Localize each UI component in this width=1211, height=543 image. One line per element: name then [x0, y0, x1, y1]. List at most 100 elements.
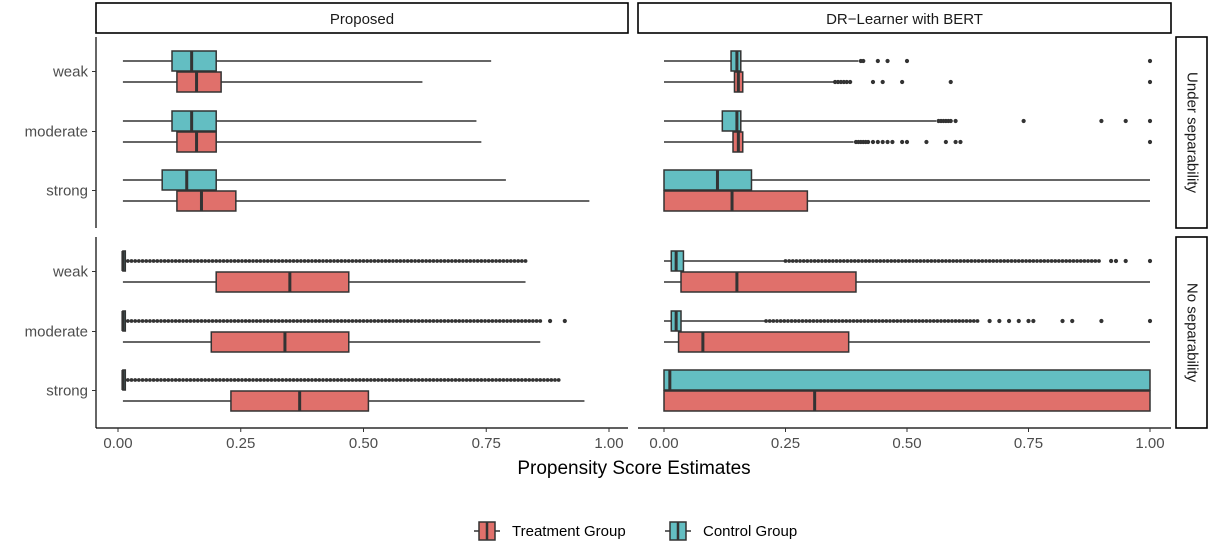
outlier-point [969, 259, 974, 263]
outlier-point [490, 378, 495, 382]
outlier-point [998, 259, 1003, 263]
outlier-point [368, 378, 373, 382]
outlier-point [987, 318, 992, 324]
outlier-point [291, 319, 296, 323]
outlier-point [236, 378, 241, 382]
outlier-point [199, 259, 204, 263]
outlier-point [863, 259, 868, 263]
outlier-point [486, 319, 491, 323]
outlier-point [1147, 139, 1153, 145]
outlier-point [953, 319, 958, 323]
outlier-point [538, 378, 543, 382]
outlier-point [155, 378, 160, 382]
outlier-point [479, 319, 484, 323]
outlier-point [486, 259, 491, 263]
outlier-point [1006, 318, 1012, 324]
facet-strips: Proposed DR−Learner with BERT Under separa… [95, 2, 1208, 429]
outlier-point [530, 378, 535, 382]
outlier-point [490, 319, 495, 323]
outlier-point [483, 378, 487, 382]
outlier-point [376, 378, 381, 382]
y-tick-label: strong [46, 383, 88, 400]
outlier-point [129, 259, 134, 263]
outlier-point [494, 319, 498, 323]
outlier-point [221, 259, 226, 263]
outlier-point [845, 259, 850, 263]
outlier-point [258, 378, 263, 382]
row-strip-box [1175, 236, 1208, 429]
outlier-point [940, 259, 945, 263]
outlier-point [140, 259, 145, 263]
outlier-point [431, 259, 436, 263]
treatment-box [122, 131, 482, 153]
outlier-point [416, 259, 421, 263]
outlier-point [924, 139, 929, 145]
outlier-point [173, 319, 178, 323]
outlier-point [383, 319, 388, 323]
outlier-point [516, 378, 521, 382]
x-tick-label: 0.00 [103, 435, 132, 452]
outlier-point [446, 378, 451, 382]
iqr-box [680, 271, 857, 293]
outlier-point [206, 319, 211, 323]
outlier-point [877, 319, 881, 323]
outlier-point [1042, 259, 1047, 263]
outlier-point [313, 319, 318, 323]
outlier-point [516, 319, 521, 323]
outlier-point [232, 319, 237, 323]
outlier-point [346, 259, 351, 263]
legend: Treatment Group Control Group [474, 521, 797, 541]
outlier-point [946, 319, 951, 323]
outlier-point [809, 259, 813, 263]
outlier-point [801, 259, 806, 263]
outlier-point [302, 319, 307, 323]
panel [663, 250, 1153, 412]
outlier-point [501, 378, 506, 382]
outlier-point [804, 319, 809, 323]
outlier-point [298, 259, 303, 263]
outlier-point [951, 259, 956, 263]
outlier-point [225, 378, 230, 382]
outlier-point [350, 378, 355, 382]
panel [121, 250, 585, 412]
outlier-point [431, 319, 436, 323]
iqr-box [161, 169, 217, 191]
outlier-point [435, 319, 440, 323]
outlier-point [416, 378, 421, 382]
control-box [664, 250, 1153, 272]
outlier-point [302, 378, 307, 382]
outlier-point [1005, 259, 1010, 263]
x-tick-label: 0.50 [349, 435, 378, 452]
outlier-point [880, 79, 885, 85]
outlier-point [310, 378, 314, 382]
outlier-point [939, 319, 943, 323]
legend-label: Control Group [703, 523, 797, 540]
control-box [121, 369, 561, 391]
outlier-point [133, 378, 138, 382]
outlier-point [1109, 258, 1114, 264]
iqr-box [176, 190, 237, 212]
outlier-point [170, 259, 174, 263]
outlier-point [464, 319, 469, 323]
outlier-point [512, 319, 517, 323]
outlier-point [935, 319, 940, 323]
outlier-point [829, 319, 834, 323]
outlier-point [501, 319, 506, 323]
outlier-point [902, 319, 907, 323]
outlier-point [361, 319, 366, 323]
outlier-point [251, 378, 255, 382]
outlier-point [907, 259, 912, 263]
outlier-point [427, 319, 432, 323]
outlier-point [449, 378, 454, 382]
outlier-point [900, 259, 905, 263]
outlier-point [991, 259, 996, 263]
outlier-point [855, 319, 860, 323]
outlier-point [343, 319, 347, 323]
outlier-point [280, 319, 285, 323]
outlier-point [166, 319, 171, 323]
outlier-point [505, 378, 510, 382]
outlier-point [372, 319, 377, 323]
outlier-point [192, 319, 197, 323]
outlier-point [232, 259, 237, 263]
outlier-point [298, 319, 303, 323]
